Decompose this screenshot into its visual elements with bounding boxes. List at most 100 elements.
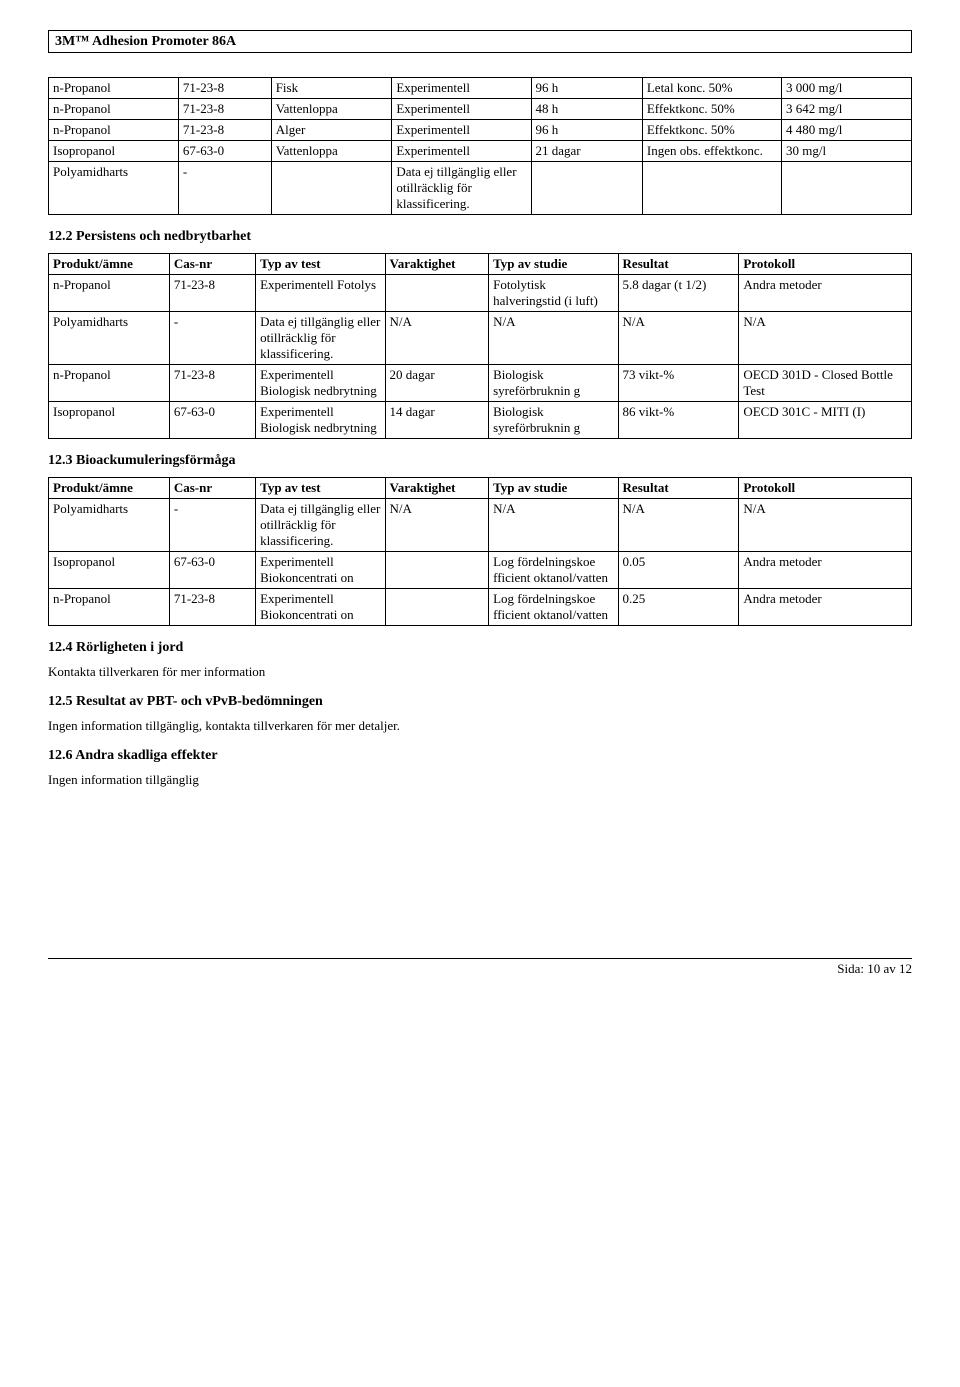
table-row: n-Propanol71-23-8VattenloppaExperimentel…	[49, 99, 912, 120]
cell-resultat: 3 000 mg/l	[782, 78, 912, 99]
cell-cas: 67-63-0	[178, 141, 271, 162]
cell-test: Experimentell Biologisk nedbrytning	[256, 365, 385, 402]
cell-studie: Ingen obs. effektkonc.	[642, 141, 781, 162]
cell-test: Data ej tillgänglig eller otillräcklig f…	[256, 499, 385, 552]
cell-varaktighet: 21 dagar	[531, 141, 642, 162]
table-header-row: Produkt/ämne Cas-nr Typ av test Varaktig…	[49, 254, 912, 275]
cell-resultat: 73 vikt-%	[618, 365, 739, 402]
cell-studie: Effektkonc. 50%	[642, 120, 781, 141]
section-12-3-heading: 12.3 Bioackumuleringsförmåga	[48, 453, 912, 469]
col-produkt: Produkt/ämne	[49, 478, 170, 499]
cell-protokoll: OECD 301D - Closed Bottle Test	[739, 365, 912, 402]
col-test: Typ av test	[256, 254, 385, 275]
col-cas: Cas-nr	[169, 254, 255, 275]
table-row: Polyamidharts- Data ej tillgänglig eller…	[49, 312, 912, 365]
cell-name: n-Propanol	[49, 589, 170, 626]
cell-resultat: 3 642 mg/l	[782, 99, 912, 120]
cell-studie: N/A	[489, 499, 618, 552]
cell-varaktighet: 20 dagar	[385, 365, 489, 402]
cell-material: Vattenloppa	[271, 141, 392, 162]
cell-studie: Fotolytisk halveringstid (i luft)	[489, 275, 618, 312]
section-12-4-text: Kontakta tillverkaren för mer informatio…	[48, 664, 912, 680]
cell-cas: 71-23-8	[178, 78, 271, 99]
cell-cas: 71-23-8	[178, 120, 271, 141]
cell-protokoll: OECD 301C - MITI (I)	[739, 402, 912, 439]
cell-varaktighet	[385, 275, 489, 312]
col-varaktighet: Varaktighet	[385, 478, 489, 499]
cell-name: Isopropanol	[49, 141, 179, 162]
cell-protokoll: Andra metoder	[739, 552, 912, 589]
cell-test: Experimentell	[392, 120, 531, 141]
cell-name: Isopropanol	[49, 552, 170, 589]
cell-varaktighet: 96 h	[531, 78, 642, 99]
cell-varaktighet: 14 dagar	[385, 402, 489, 439]
cell-test: Experimentell Biokoncentrati on	[256, 552, 385, 589]
cell-test: Data ej tillgänglig eller otillräcklig f…	[392, 162, 531, 215]
table-row: n-Propanol71-23-8Experimentell Fotolys Fo…	[49, 275, 912, 312]
cell-varaktighet: N/A	[385, 499, 489, 552]
table-row: n-Propanol71-23-8Experimentell Biokoncen…	[49, 589, 912, 626]
table-row: n-Propanol71-23-8AlgerExperimentell96 hE…	[49, 120, 912, 141]
cell-name: n-Propanol	[49, 120, 179, 141]
cell-material: Fisk	[271, 78, 392, 99]
cell-name: n-Propanol	[49, 99, 179, 120]
page-footer: Sida: 10 av 12	[48, 958, 912, 977]
page-number: Sida: 10 av 12	[837, 961, 912, 976]
cell-resultat: 30 mg/l	[782, 141, 912, 162]
cell-varaktighet: N/A	[385, 312, 489, 365]
cell-studie: Log fördelningskoe fficient oktanol/vatt…	[489, 552, 618, 589]
cell-name: Polyamidharts	[49, 312, 170, 365]
bioaccumulation-table: Produkt/ämne Cas-nr Typ av test Varaktig…	[48, 477, 912, 626]
cell-studie	[642, 162, 781, 215]
cell-cas: -	[169, 499, 255, 552]
table-row: Isopropanol67-63-0Experimentell Biologis…	[49, 402, 912, 439]
cell-material	[271, 162, 392, 215]
col-protokoll: Protokoll	[739, 254, 912, 275]
cell-varaktighet	[385, 589, 489, 626]
cell-name: Polyamidharts	[49, 162, 179, 215]
section-12-6-text: Ingen information tillgänglig	[48, 772, 912, 788]
col-resultat: Resultat	[618, 254, 739, 275]
cell-test: Experimentell Biokoncentrati on	[256, 589, 385, 626]
cell-cas: 71-23-8	[169, 365, 255, 402]
document-title: 3M™ Adhesion Promoter 86A	[55, 34, 236, 49]
cell-varaktighet: 96 h	[531, 120, 642, 141]
cell-name: Isopropanol	[49, 402, 170, 439]
cell-test: Experimentell	[392, 141, 531, 162]
table-row: n-Propanol71-23-8Experimentell Biologisk…	[49, 365, 912, 402]
cell-cas: 71-23-8	[169, 275, 255, 312]
cell-name: n-Propanol	[49, 78, 179, 99]
cell-studie: Biologisk syreförbruknin g	[489, 365, 618, 402]
cell-resultat: 0.25	[618, 589, 739, 626]
page-container: 3M™ Adhesion Promoter 86A n-Propanol71-2…	[0, 0, 960, 1007]
cell-resultat	[782, 162, 912, 215]
cell-protokoll: N/A	[739, 312, 912, 365]
cell-protokoll: N/A	[739, 499, 912, 552]
cell-test: Experimentell	[392, 78, 531, 99]
cell-protokoll: Andra metoder	[739, 589, 912, 626]
cell-studie: Effektkonc. 50%	[642, 99, 781, 120]
cell-cas: 67-63-0	[169, 552, 255, 589]
cell-resultat: N/A	[618, 499, 739, 552]
cell-resultat: 86 vikt-%	[618, 402, 739, 439]
cell-resultat: 4 480 mg/l	[782, 120, 912, 141]
table-row: Polyamidharts-Data ej tillgänglig eller …	[49, 162, 912, 215]
col-studie: Typ av studie	[489, 254, 618, 275]
table-header-row: Produkt/ämne Cas-nr Typ av test Varaktig…	[49, 478, 912, 499]
persistence-table: Produkt/ämne Cas-nr Typ av test Varaktig…	[48, 253, 912, 439]
cell-name: n-Propanol	[49, 275, 170, 312]
cell-test: Experimentell Fotolys	[256, 275, 385, 312]
col-cas: Cas-nr	[169, 478, 255, 499]
cell-resultat: N/A	[618, 312, 739, 365]
cell-varaktighet	[531, 162, 642, 215]
cell-resultat: 0.05	[618, 552, 739, 589]
cell-studie: N/A	[489, 312, 618, 365]
cell-test: Experimentell	[392, 99, 531, 120]
col-produkt: Produkt/ämne	[49, 254, 170, 275]
section-12-6-heading: 12.6 Andra skadliga effekter	[48, 748, 912, 764]
cell-protokoll: Andra metoder	[739, 275, 912, 312]
cell-cas: 71-23-8	[169, 589, 255, 626]
cell-cas: 71-23-8	[178, 99, 271, 120]
cell-cas: -	[169, 312, 255, 365]
cell-studie: Letal konc. 50%	[642, 78, 781, 99]
